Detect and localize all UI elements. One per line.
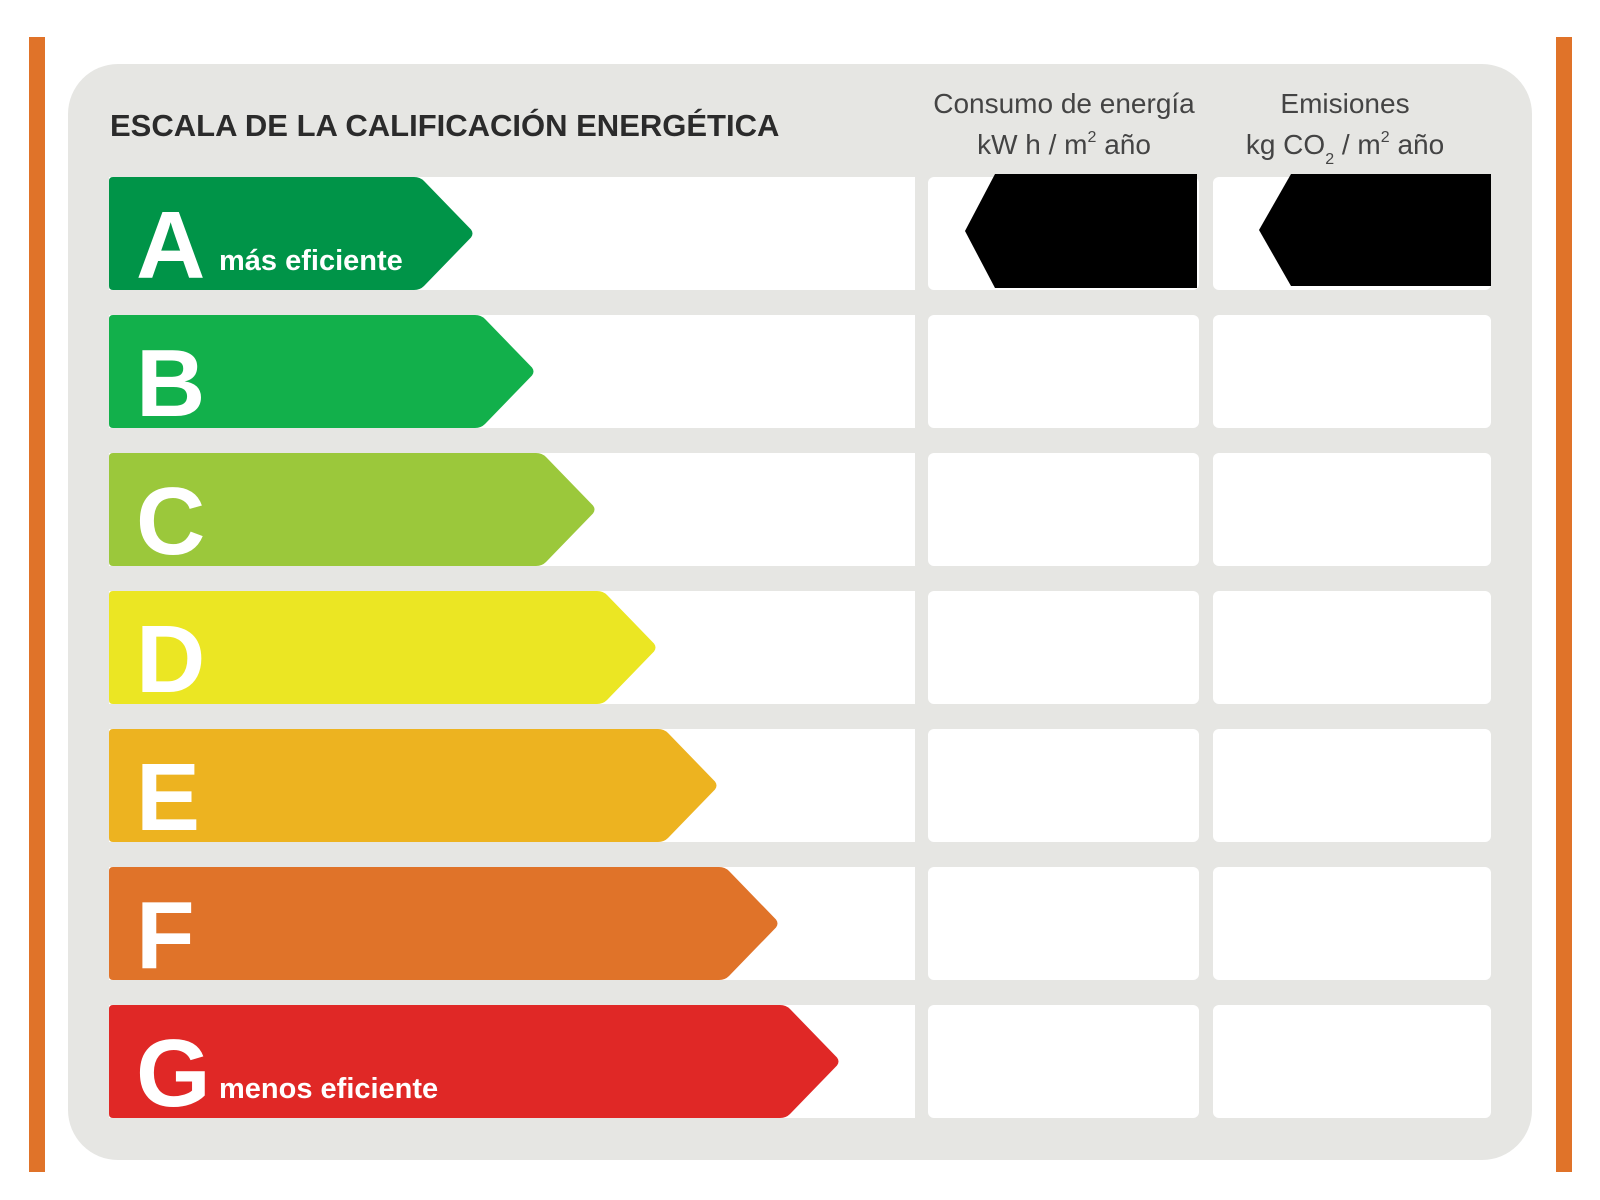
grade-letter: A [136, 192, 205, 299]
value-cell [928, 315, 1199, 428]
value-cell [1213, 1005, 1491, 1118]
grade-letter: D [136, 606, 205, 713]
value-cell [928, 729, 1199, 842]
grade-letter: G [136, 1020, 211, 1127]
grade-letter: F [136, 882, 195, 989]
column-unit: kg CO2 / m2 año [1246, 129, 1444, 168]
value-cell [1213, 591, 1491, 704]
value-cell [928, 453, 1199, 566]
unit-sup: 2 [1088, 129, 1097, 146]
unit-text: kg CO [1246, 129, 1325, 160]
unit-sup: 2 [1381, 129, 1390, 146]
redacted-value [1259, 174, 1491, 286]
grade-arrow [109, 729, 717, 842]
unit-text: año [1390, 129, 1445, 160]
right-border [1556, 37, 1572, 1172]
grade-label: más eficiente [219, 245, 403, 277]
unit-sub: 2 [1325, 151, 1334, 168]
title: ESCALA DE LA CALIFICACIÓN ENERGÉTICA [110, 107, 779, 143]
grade-arrow [109, 591, 656, 704]
grade-arrow [109, 867, 778, 980]
grade-arrow [109, 453, 595, 566]
column-unit: kW h / m2 año [977, 129, 1151, 160]
unit-text: kW h / m [977, 129, 1087, 160]
grade-letter: C [136, 468, 205, 575]
value-cell [1213, 729, 1491, 842]
value-cell [1213, 453, 1491, 566]
redacted-value [965, 174, 1197, 288]
grade-letter: B [136, 330, 205, 437]
unit-text: año [1096, 129, 1151, 160]
value-cell [1213, 867, 1491, 980]
grade-arrow [109, 315, 534, 428]
grade-letter: E [136, 744, 200, 851]
value-cell [928, 591, 1199, 704]
value-cell [928, 1005, 1199, 1118]
grade-arrow [109, 177, 473, 290]
value-cell [928, 867, 1199, 980]
column-header: Consumo de energía [933, 88, 1195, 119]
unit-text: / m [1334, 129, 1381, 160]
value-cell [1213, 315, 1491, 428]
grade-arrow [109, 1005, 839, 1118]
grade-label: menos eficiente [219, 1073, 438, 1105]
column-header: Emisiones [1280, 88, 1409, 119]
left-border [29, 37, 45, 1172]
